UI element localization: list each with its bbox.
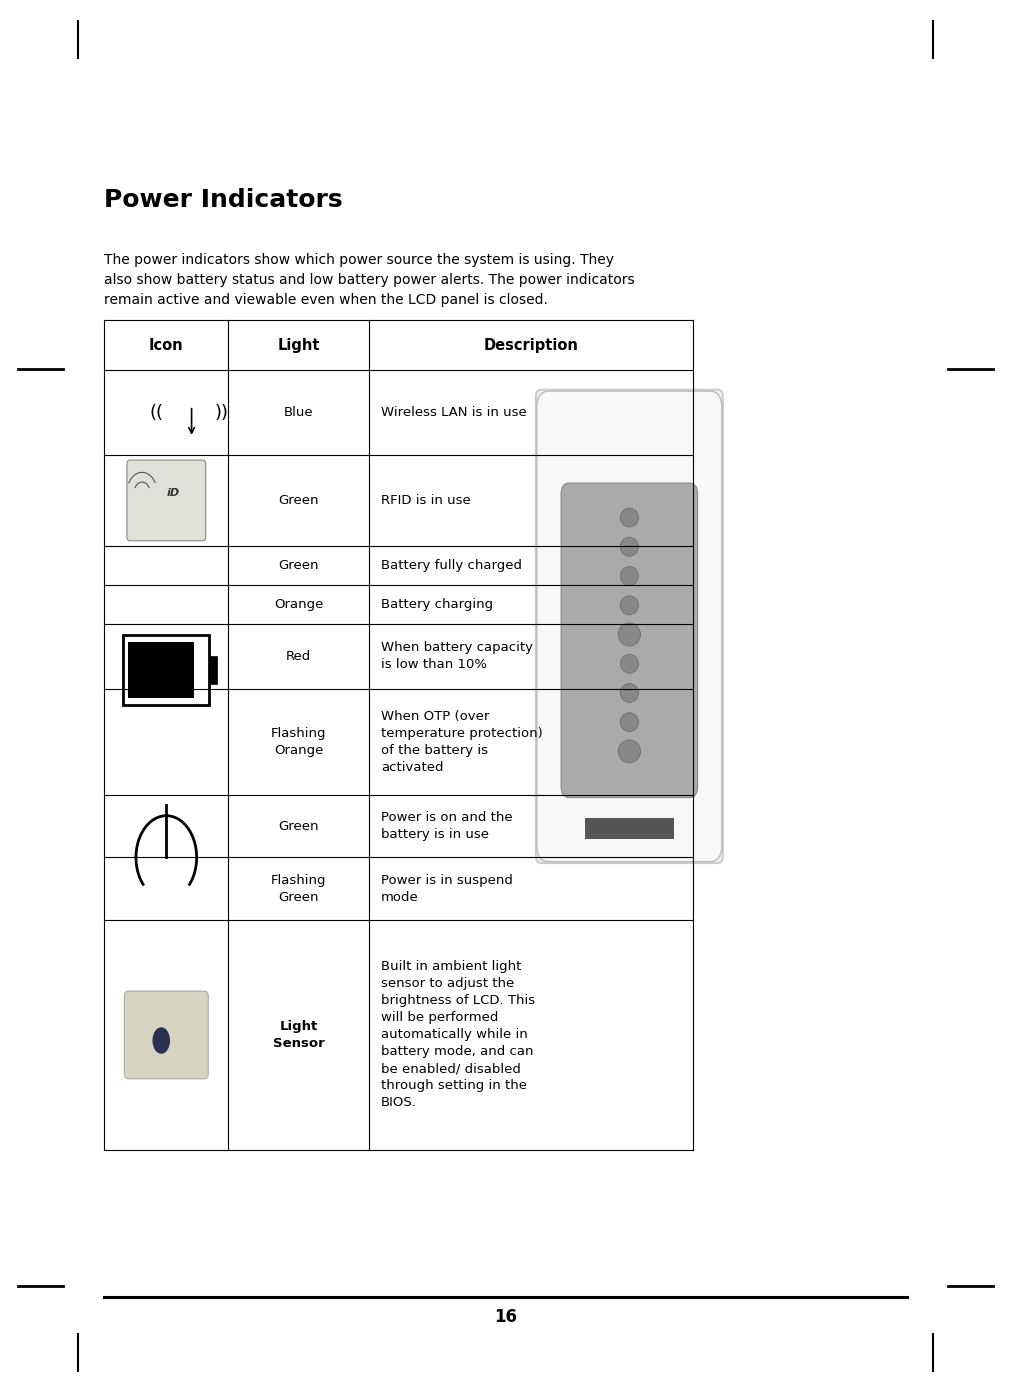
Ellipse shape xyxy=(619,624,641,646)
Text: Flashing
Orange: Flashing Orange xyxy=(271,727,327,757)
Text: When battery capacity
is low than 10%: When battery capacity is low than 10% xyxy=(381,642,533,671)
Ellipse shape xyxy=(621,508,639,528)
Bar xyxy=(128,642,194,699)
Text: Red: Red xyxy=(286,650,311,663)
Text: Wireless LAN is in use: Wireless LAN is in use xyxy=(381,406,527,419)
Ellipse shape xyxy=(154,1027,169,1052)
Ellipse shape xyxy=(621,713,639,732)
Text: Flashing
Green: Flashing Green xyxy=(271,874,327,903)
Text: Battery fully charged: Battery fully charged xyxy=(381,558,522,572)
Text: When OTP (over
temperature protection)
of the battery is
activated: When OTP (over temperature protection) o… xyxy=(381,710,543,774)
Text: Built in ambient light
sensor to adjust the
brightness of LCD. This
will be perf: Built in ambient light sensor to adjust … xyxy=(381,960,535,1109)
Text: Description: Description xyxy=(483,338,578,352)
Text: iD: iD xyxy=(167,489,180,498)
Text: RFID is in use: RFID is in use xyxy=(381,494,471,507)
Text: Green: Green xyxy=(278,494,319,507)
Text: Power is in suspend
mode: Power is in suspend mode xyxy=(381,874,513,903)
Ellipse shape xyxy=(621,567,639,586)
Text: ((: (( xyxy=(150,404,163,422)
FancyBboxPatch shape xyxy=(537,391,722,862)
Bar xyxy=(209,656,217,683)
Text: )): )) xyxy=(215,404,228,422)
FancyBboxPatch shape xyxy=(124,991,208,1079)
Text: Green: Green xyxy=(278,820,319,832)
Text: Light: Light xyxy=(277,338,320,352)
Text: Orange: Orange xyxy=(274,597,324,611)
Text: Blue: Blue xyxy=(284,406,313,419)
Text: Icon: Icon xyxy=(149,338,184,352)
Text: Power is on and the
battery is in use: Power is on and the battery is in use xyxy=(381,812,513,841)
Text: Power Indicators: Power Indicators xyxy=(104,188,343,212)
Text: Light
Sensor: Light Sensor xyxy=(273,1020,325,1050)
Ellipse shape xyxy=(621,537,639,557)
Ellipse shape xyxy=(621,596,639,615)
FancyBboxPatch shape xyxy=(127,459,206,540)
Text: Battery charging: Battery charging xyxy=(381,597,493,611)
Ellipse shape xyxy=(621,654,639,674)
Bar xyxy=(123,635,209,704)
Text: Green: Green xyxy=(278,558,319,572)
Text: The power indicators show which power source the system is using. They
also show: The power indicators show which power so… xyxy=(104,253,635,308)
Ellipse shape xyxy=(619,741,641,763)
FancyBboxPatch shape xyxy=(561,483,698,798)
Text: 16: 16 xyxy=(494,1308,517,1325)
Ellipse shape xyxy=(621,683,639,703)
FancyBboxPatch shape xyxy=(536,390,723,863)
Bar xyxy=(585,818,673,839)
